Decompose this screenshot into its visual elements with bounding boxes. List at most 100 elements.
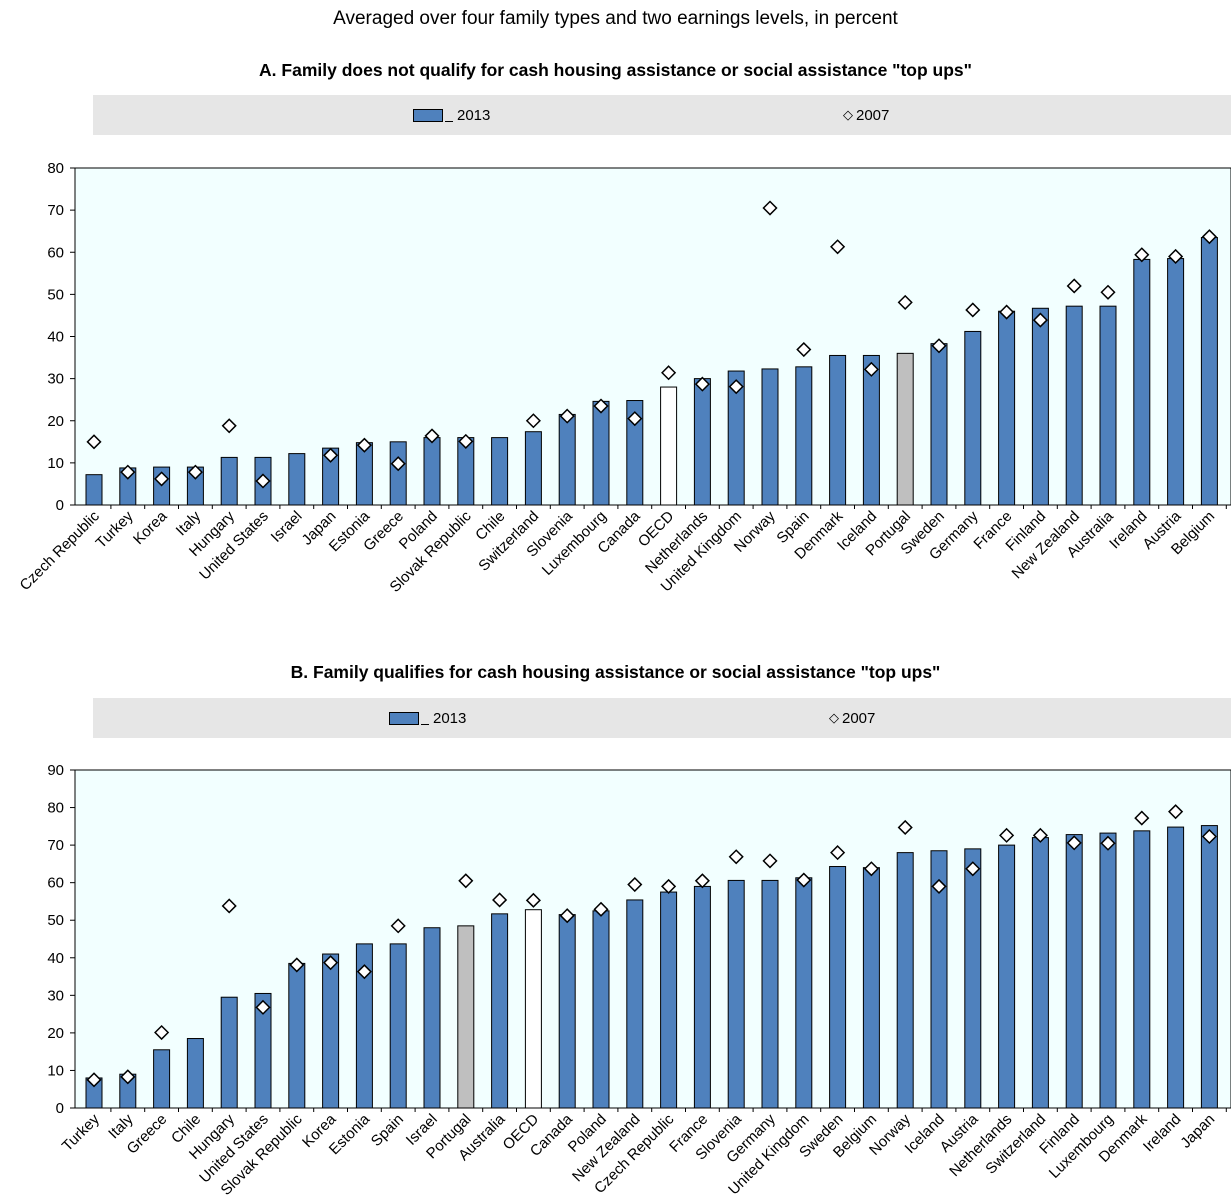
marker-2007-japan (1201, 828, 1217, 845)
marker-2007-united-states (255, 999, 271, 1015)
marker-2007-new-zealand (627, 876, 643, 893)
y-tick-label: 60 (47, 875, 64, 892)
marker-2007-canada (559, 908, 575, 924)
bar-swatch-icon (389, 711, 419, 725)
marker-2007-belgium (863, 861, 879, 877)
y-tick-label: 0 (56, 1100, 64, 1117)
bar-austria (964, 848, 982, 1109)
marker-2007-norway (762, 200, 778, 216)
marker-2007-norway (897, 819, 913, 836)
y-tick-label: 10 (47, 1062, 64, 1079)
legend-2013-label: 2013 (457, 106, 491, 124)
bar-portugal (457, 925, 475, 1109)
marker-2007-japan (323, 447, 339, 463)
x-tick-label-spain: Spain (368, 1111, 407, 1150)
marker-2007-czech-republic (661, 878, 677, 894)
bar-ireland (1167, 826, 1185, 1109)
marker-2007-germany (965, 302, 981, 318)
legend-2007-item: ◇ 2007 (843, 95, 889, 135)
marker-2007-portugal (458, 873, 474, 889)
y-tick-label: 40 (47, 950, 64, 967)
bar-slovenia (727, 879, 745, 1109)
marker-2007-portugal (897, 294, 913, 310)
bar-france (693, 885, 711, 1109)
y-tick-label: 50 (47, 286, 64, 303)
marker-2007-austria (1168, 248, 1184, 265)
marker-2007-switzerland (525, 413, 541, 429)
y-tick-label: 80 (47, 160, 64, 177)
marker-2007-sweden (931, 338, 947, 354)
y-tick-label: 0 (56, 497, 64, 514)
marker-2007-united-states (255, 473, 271, 489)
marker-2007-australia (492, 892, 508, 908)
marker-2007-united-kingdom (728, 379, 744, 395)
marker-2007-iceland (931, 878, 947, 894)
bar-canada (558, 914, 576, 1109)
panel-b-title: B. Family qualifies for cash housing ass… (290, 662, 941, 682)
panel-a-legend: 2013 ◇ 2007 (93, 95, 1231, 135)
y-tick-label: 80 (47, 800, 64, 817)
chart-subtitle: Averaged over four family types and two … (333, 8, 898, 29)
bar-australia (491, 913, 509, 1109)
bar-spain (389, 943, 407, 1109)
marker-2007-spain (390, 918, 406, 934)
marker-2007-oecd (661, 365, 677, 381)
marker-2007-oecd (525, 892, 541, 908)
y-tick-label: 10 (47, 455, 64, 472)
marker-2007-hungary (221, 418, 237, 434)
bar-new-zealand (626, 899, 644, 1109)
bar-poland (592, 910, 610, 1109)
marker-2007-turkey (120, 464, 136, 480)
marker-2007-greece (154, 1024, 170, 1041)
bar-finland (1065, 834, 1083, 1109)
marker-2007-netherlands (694, 376, 710, 392)
marker-2007-hungary (221, 898, 237, 914)
y-tick-label: 60 (47, 244, 64, 261)
legend-2007-item: ◇ 2007 (829, 698, 875, 738)
plot-area (74, 769, 1231, 1109)
marker-2007-canada (627, 411, 643, 427)
y-tick-label: 70 (47, 837, 64, 854)
marker-2007-korea (154, 471, 170, 487)
y-tick-label: 30 (47, 371, 64, 388)
marker-2007-luxembourg (593, 398, 609, 414)
marker-2007-denmark (1134, 810, 1150, 826)
marker-2007-turkey (86, 1072, 102, 1088)
marker-2007-belgium (1201, 229, 1217, 245)
marker-2007-finland (1032, 312, 1048, 328)
bar-japan (1200, 825, 1218, 1109)
marker-2007-luxembourg (1100, 835, 1116, 851)
marker-2007-new-zealand (1066, 278, 1082, 294)
bar-norway (896, 852, 914, 1109)
bar-sweden (829, 866, 847, 1109)
y-tick-label: 70 (47, 202, 64, 219)
marker-2007-switzerland (1032, 827, 1048, 843)
bar-greece (153, 1049, 171, 1109)
bar-germany (761, 879, 779, 1109)
y-tick-label: 20 (47, 413, 64, 430)
bar-netherlands (998, 844, 1016, 1109)
marker-2007-poland (424, 428, 440, 444)
y-tick-label: 90 (47, 762, 64, 779)
marker-2007-greece (390, 456, 406, 472)
marker-2007-france (694, 873, 710, 889)
marker-2007-france (999, 304, 1015, 320)
x-tick-label-turkey: Turkey (59, 1110, 103, 1154)
marker-2007-italy (187, 464, 203, 480)
x-tick-label-japan: Japan (1177, 1111, 1218, 1152)
bar-denmark (1133, 830, 1151, 1109)
marker-2007-germany (762, 853, 778, 869)
marker-2007-denmark (830, 239, 846, 255)
y-tick-label: 20 (47, 1025, 64, 1042)
marker-2007-spain (796, 341, 812, 358)
marker-2007-slovenia (728, 849, 744, 865)
legend-2007-label: 2007 (856, 106, 890, 124)
marker-2007-czech-republic (86, 434, 102, 450)
bar-oecd (524, 909, 542, 1109)
x-tick-label-ireland: Ireland (1140, 1111, 1184, 1155)
marker-2007-ireland (1168, 804, 1184, 820)
bar-israel (423, 927, 441, 1109)
bar-switzerland (1031, 837, 1049, 1109)
